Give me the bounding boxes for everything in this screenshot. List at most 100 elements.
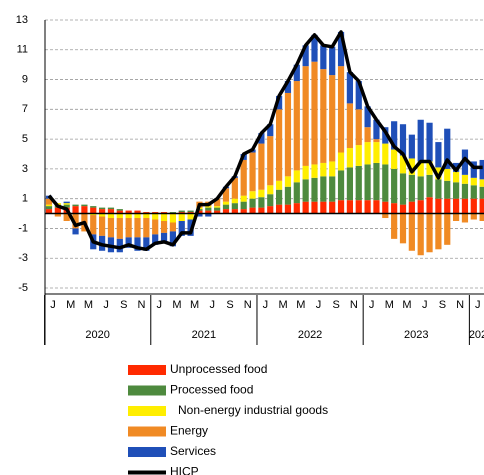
bar-segment	[408, 134, 415, 159]
bar-segment	[99, 207, 106, 210]
bar-segment	[276, 180, 283, 190]
bar-segment	[470, 185, 477, 199]
bar-segment	[470, 198, 477, 214]
bar-segment	[258, 207, 265, 214]
bar-segment	[399, 204, 407, 214]
bar-segment	[45, 204, 53, 207]
bar-segment	[116, 213, 123, 219]
bar-segment	[337, 200, 345, 214]
bar-segment	[152, 234, 159, 245]
bar-segment	[435, 142, 442, 168]
bar-segment	[479, 186, 484, 199]
bar-segment	[426, 122, 433, 162]
bar-segment	[267, 185, 274, 195]
bar-segment	[160, 213, 168, 221]
x-tick-label: M	[279, 299, 288, 311]
bar-segment	[364, 106, 371, 128]
y-tick-label: -5	[18, 282, 28, 294]
legend-swatch	[128, 406, 166, 416]
bar-segment	[461, 174, 469, 184]
bar-segment	[54, 207, 61, 214]
bar-segment	[320, 45, 327, 70]
bar-segment	[116, 218, 123, 239]
y-tick-label: -1	[18, 222, 28, 234]
bar-segment	[249, 152, 256, 192]
bar-segment	[399, 213, 407, 244]
bar-segment	[205, 213, 212, 217]
bar-segment	[276, 204, 283, 214]
legend-label: Non-energy industrial goods	[178, 403, 328, 417]
legend-label: Services	[170, 444, 216, 458]
bar-segment	[116, 238, 123, 253]
bar-segment	[364, 142, 371, 165]
bar-segment	[72, 213, 79, 229]
bar-segment	[160, 232, 168, 244]
bar-segment	[364, 200, 371, 214]
bar-segment	[125, 218, 132, 238]
y-tick-label: 7	[22, 103, 28, 115]
bar-segment	[72, 204, 79, 207]
y-tick-label: 13	[16, 14, 28, 26]
bar-segment	[214, 198, 221, 207]
x-tick-label: J	[103, 299, 109, 311]
bar-segment	[461, 183, 469, 199]
x-tick-label: M	[402, 299, 411, 311]
x-tick-label: S	[439, 299, 446, 311]
bar-segment	[391, 213, 398, 239]
bar-segment	[373, 119, 380, 140]
bar-segment	[258, 143, 265, 190]
bar-segment	[453, 198, 460, 214]
bar-segment	[382, 143, 389, 165]
y-tick-label: 1	[22, 193, 28, 205]
bar-segment	[284, 176, 292, 187]
bar-segment	[222, 188, 230, 202]
bar-segment	[417, 161, 424, 177]
bar-segment	[408, 213, 415, 251]
bar-segment	[461, 149, 469, 175]
bar-segment	[258, 197, 265, 208]
bar-segment	[276, 189, 283, 205]
bar-segment	[417, 119, 424, 162]
x-tick-label: J	[422, 299, 428, 311]
bar-segment	[152, 219, 159, 235]
bar-segment	[293, 182, 300, 204]
bar-segment	[205, 210, 212, 214]
bar-segment	[426, 213, 433, 253]
bar-segment	[346, 103, 353, 149]
bar-segment	[479, 213, 484, 221]
bar-segment	[444, 198, 451, 214]
bar-segment	[169, 213, 176, 223]
bar-segment	[267, 206, 274, 214]
bar-segment	[107, 207, 115, 210]
line-series	[47, 30, 483, 252]
y-tick-label: 11	[17, 44, 28, 56]
x-tick-label: N	[138, 299, 146, 311]
bar-segment	[435, 167, 442, 180]
bar-segment	[267, 194, 274, 207]
bar-segment	[399, 173, 407, 205]
bar-segment	[45, 198, 53, 205]
bar-segment	[382, 127, 389, 144]
x-tick-label: N	[244, 299, 252, 311]
bar-segment	[408, 174, 415, 202]
bar-segment	[329, 201, 336, 214]
bar-segment	[240, 159, 247, 196]
bar-segment	[152, 213, 159, 220]
bar-segment	[329, 161, 336, 177]
legend-swatch	[128, 385, 166, 396]
bar-segment	[417, 200, 424, 214]
bar-segment	[461, 213, 469, 223]
bar-segment	[417, 213, 424, 256]
bar-segment	[222, 204, 230, 210]
bar-segment	[293, 64, 300, 82]
bar-segment	[391, 168, 398, 204]
legend-label: Processed food	[170, 383, 253, 397]
bar-segment	[99, 209, 106, 214]
bar-segment	[302, 66, 309, 166]
bar-segment	[72, 206, 79, 214]
bar-segment	[231, 177, 238, 199]
bar-segment	[143, 218, 150, 238]
legend-swatch	[128, 365, 166, 375]
bar-segment	[187, 213, 194, 220]
bar-segment	[320, 176, 327, 202]
